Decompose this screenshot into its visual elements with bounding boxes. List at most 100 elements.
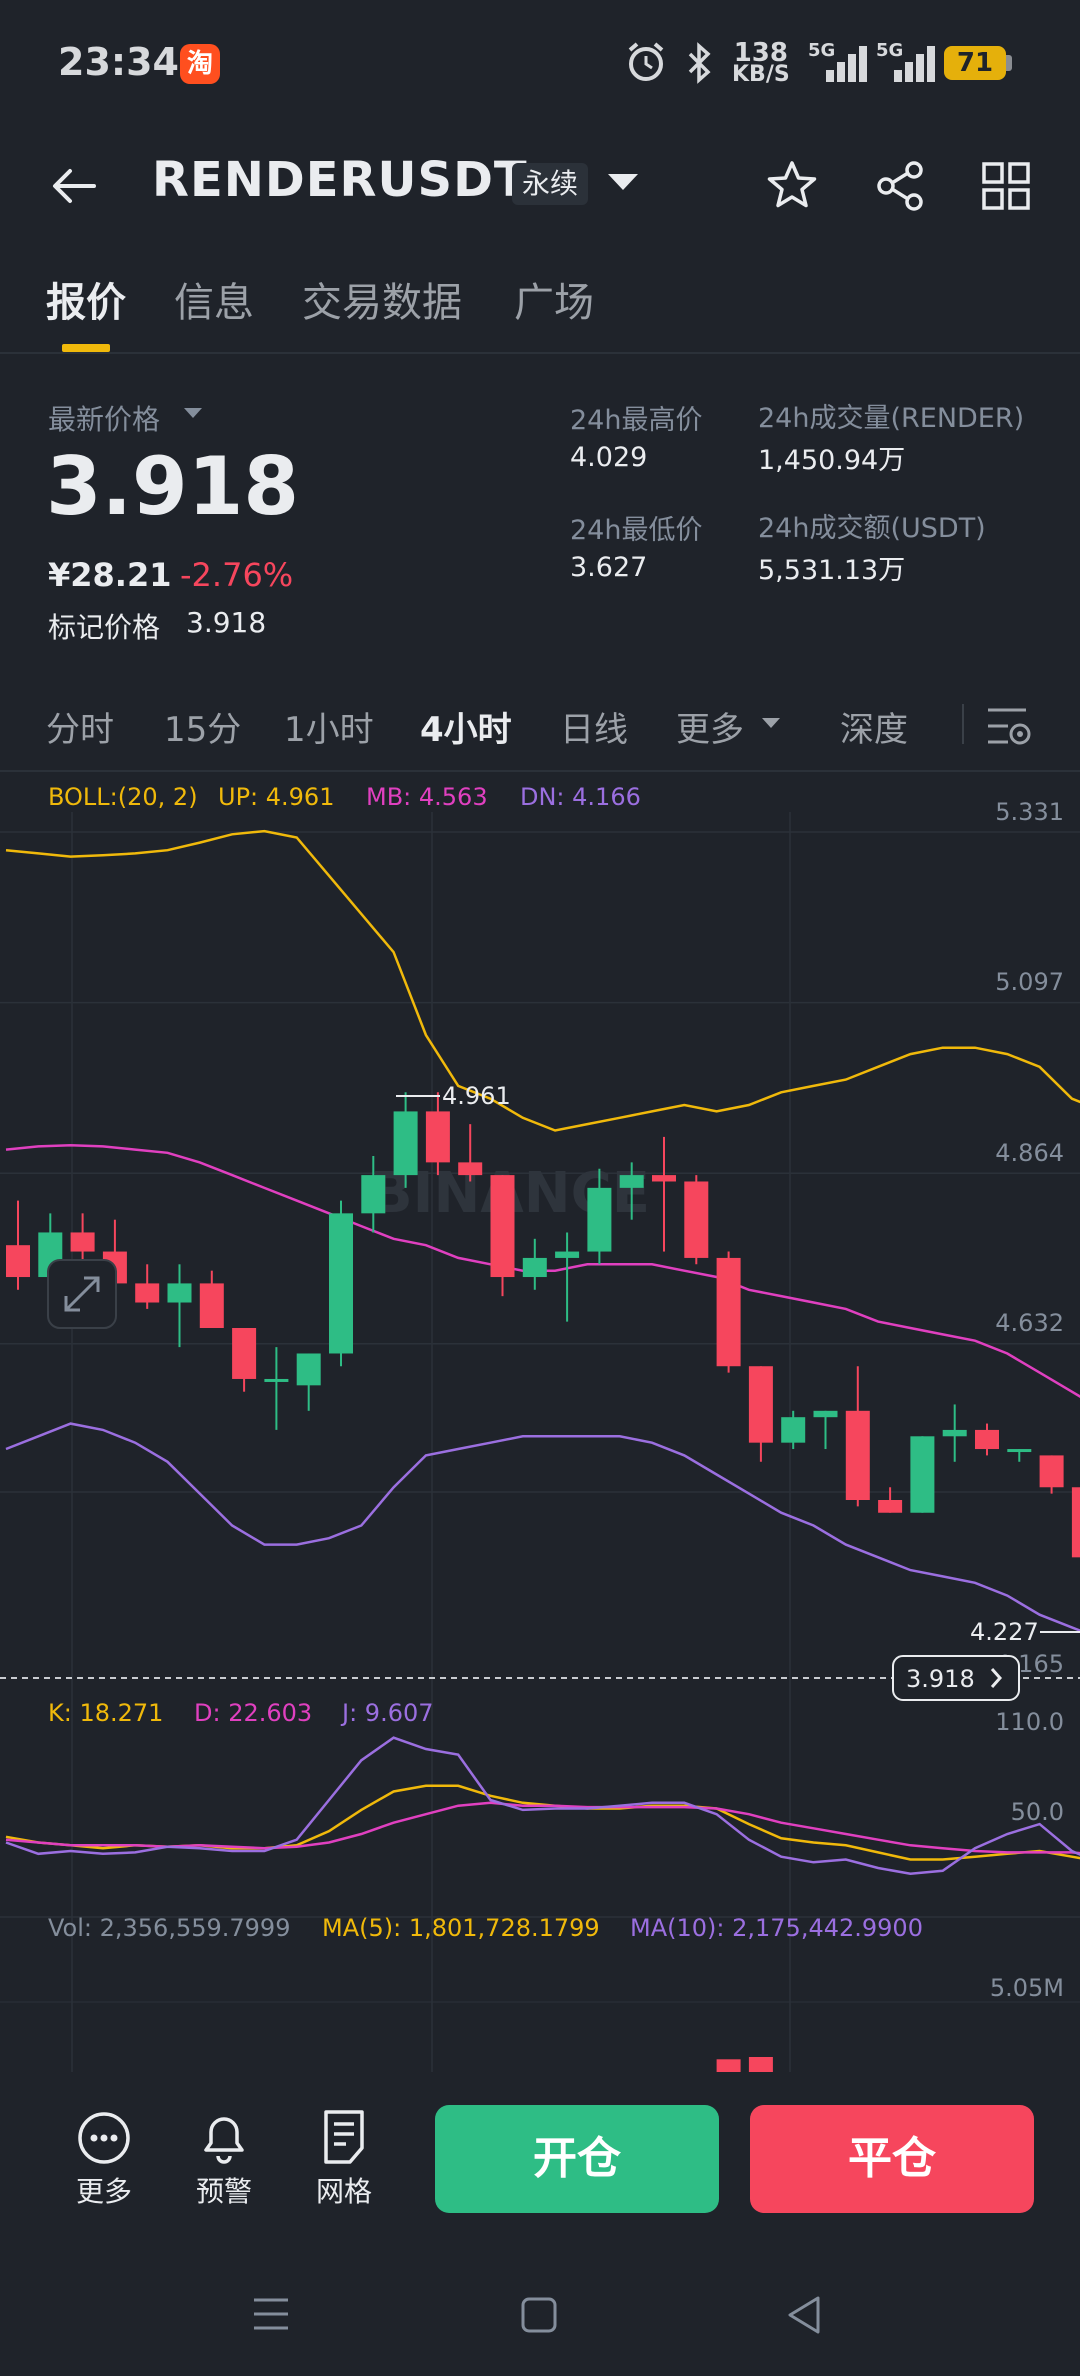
vol-value: Vol: 2,356,559.7999 <box>48 1914 290 1942</box>
candle-body <box>232 1328 257 1379</box>
depth-tab[interactable]: 深度 <box>840 710 908 750</box>
candles <box>6 1092 1080 1558</box>
volume-bar <box>716 2059 741 2072</box>
low-24h-label: 24h最低价 <box>570 515 703 546</box>
candle-body <box>458 1162 483 1176</box>
volume-bar <box>748 2057 773 2072</box>
more-icon[interactable] <box>76 2110 132 2166</box>
tab-active-indicator <box>62 344 110 352</box>
kdj-axis-tick: 50.0 <box>1011 1798 1064 1826</box>
current-price-tag[interactable]: 3.918 <box>892 1655 1020 1701</box>
favorite-star-icon[interactable] <box>764 158 820 214</box>
candle-body <box>684 1181 709 1258</box>
boll-up-line <box>5 829 1080 1132</box>
boll-mb-value: MB: 4.563 <box>366 783 488 811</box>
signal-1-icon: 5G <box>808 40 867 82</box>
candle-body <box>329 1213 353 1354</box>
candle-body <box>975 1429 999 1450</box>
alert-label[interactable]: 预警 <box>195 2175 252 2208</box>
price-axis-tick: 5.331 <box>995 798 1064 826</box>
symbol-dropdown-icon[interactable] <box>608 174 638 190</box>
layout-grid-icon[interactable] <box>978 158 1034 214</box>
interval-1d[interactable]: 日线 <box>560 710 628 750</box>
mark-price-label: 标记价格 <box>48 611 161 644</box>
candle-body <box>393 1111 418 1176</box>
interval-15m[interactable]: 15分 <box>164 710 242 750</box>
change-percent: -2.76% <box>180 556 294 594</box>
interval-4h[interactable]: 4小时 <box>420 710 512 750</box>
net-speed-unit: KB/S <box>732 62 790 87</box>
candle-body <box>878 1500 903 1513</box>
grid-label[interactable]: 网格 <box>315 2175 372 2208</box>
more-label[interactable]: 更多 <box>75 2175 132 2208</box>
volume-axis-tick: 5.05M <box>990 1974 1064 2002</box>
turnover-24h-label: 24h成交额(USDT) <box>758 513 986 544</box>
tab-square[interactable]: 广场 <box>514 280 594 326</box>
back-arrow-icon[interactable] <box>48 160 100 212</box>
bluetooth-icon <box>688 42 711 84</box>
candle-body <box>264 1378 289 1382</box>
signal-2-label: 5G <box>876 40 904 61</box>
vol-ma10-value: MA(10): 2,175,442.9900 <box>630 1914 923 1942</box>
candle-body <box>70 1232 95 1252</box>
volume-24h-label: 24h成交量(RENDER) <box>758 403 1025 434</box>
kline-chart[interactable]: BINANCE 5.3315.0974.8644.6324.165110.050… <box>0 772 1080 2072</box>
expand-icon <box>64 1276 100 1312</box>
perpetual-badge: 永续 <box>512 163 589 205</box>
tab-quote[interactable]: 报价 <box>46 280 126 326</box>
boll-dn-value: DN: 4.166 <box>520 783 641 811</box>
tab-trading-data[interactable]: 交易数据 <box>302 280 462 326</box>
candle-body <box>1007 1449 1032 1453</box>
price-axis-tick: 4.632 <box>995 1309 1064 1337</box>
last-price-label[interactable]: 最新价格 <box>48 403 161 436</box>
back-triangle-icon[interactable] <box>784 2294 824 2336</box>
vol-ma5-value: MA(5): 1,801,728.1799 <box>322 1914 600 1942</box>
chart-settings-icon[interactable] <box>986 704 1032 748</box>
candle-body <box>135 1283 160 1303</box>
candle-body <box>167 1283 192 1303</box>
symbol-title[interactable]: RENDERUSDT <box>152 152 528 208</box>
signal-2-icon: 5G <box>876 40 935 82</box>
low-24h-value: 3.627 <box>570 552 648 583</box>
candle-body <box>587 1187 612 1252</box>
candle-body <box>6 1245 30 1278</box>
net-speed-value: 138 <box>733 38 788 68</box>
candle-body <box>555 1251 580 1258</box>
chevron-right-icon <box>990 1668 1003 1688</box>
volume-24h-value: 1,450.94万 <box>758 445 906 476</box>
more-dropdown-icon[interactable] <box>762 718 780 728</box>
candle-body <box>361 1175 386 1214</box>
close-position-button[interactable]: 平仓 <box>750 2105 1034 2213</box>
volume-bars <box>716 2057 773 2072</box>
network-speed: 138 KB/S <box>732 38 790 87</box>
interval-more[interactable]: 更多 <box>676 710 744 750</box>
home-icon[interactable] <box>520 2296 558 2334</box>
kdj-axis-tick: 110.0 <box>995 1708 1064 1736</box>
candle-body <box>781 1417 806 1443</box>
open-position-button[interactable]: 开仓 <box>435 2105 719 2213</box>
price-type-dropdown-icon[interactable] <box>184 408 202 418</box>
kdj-lines <box>5 1736 1080 1875</box>
candle-body <box>813 1410 838 1418</box>
turnover-24h-value: 5,531.13万 <box>758 555 906 586</box>
alert-bell-icon[interactable] <box>196 2108 252 2166</box>
menu-icon[interactable] <box>252 2296 290 2332</box>
fullscreen-toggle[interactable] <box>47 1259 117 1329</box>
interval-1h[interactable]: 1小时 <box>284 710 374 750</box>
candle-body <box>942 1429 967 1437</box>
mark-price-value: 3.918 <box>186 606 267 639</box>
last-price: 3.918 <box>46 440 300 533</box>
interval-time-sharing[interactable]: 分时 <box>46 710 114 750</box>
candle-body <box>619 1175 644 1188</box>
taobao-notification-icon: 淘 <box>180 44 220 84</box>
interval-separator <box>962 704 964 744</box>
share-icon[interactable] <box>872 158 928 214</box>
candle-body <box>716 1257 741 1367</box>
divider <box>0 770 1080 772</box>
candle-body <box>910 1436 935 1513</box>
tab-info[interactable]: 信息 <box>174 280 254 326</box>
candle-body <box>1071 1487 1080 1558</box>
grid-trading-icon[interactable] <box>318 2108 370 2166</box>
candle-body <box>845 1410 870 1500</box>
low-marker-label: 4.227 <box>970 1618 1039 1646</box>
